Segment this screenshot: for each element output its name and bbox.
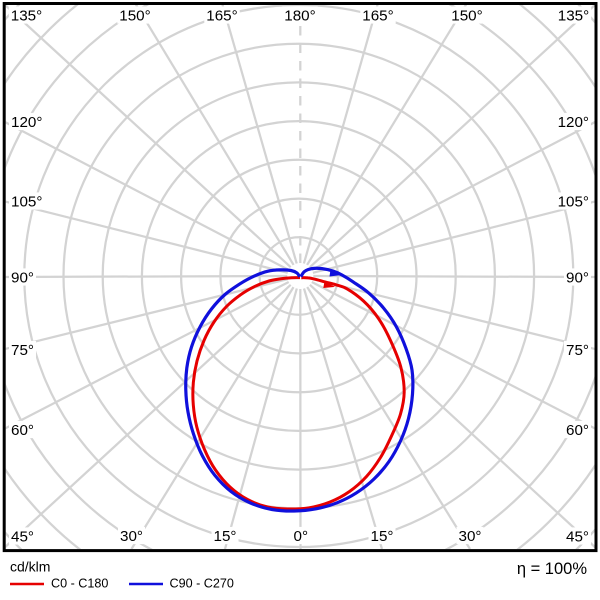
svg-text:45°: 45°	[11, 528, 34, 545]
svg-text:105°: 105°	[558, 193, 589, 210]
svg-text:C0 - C180: C0 - C180	[51, 577, 108, 591]
svg-text:150°: 150°	[451, 7, 482, 24]
svg-text:30°: 30°	[120, 528, 143, 545]
svg-text:45°: 45°	[566, 528, 589, 545]
svg-text:165°: 165°	[206, 7, 237, 24]
svg-text:75°: 75°	[566, 342, 589, 359]
svg-text:180°: 180°	[284, 7, 315, 24]
svg-text:60°: 60°	[566, 422, 589, 439]
svg-text:105°: 105°	[11, 193, 42, 210]
svg-text:120°: 120°	[11, 114, 42, 131]
svg-text:15°: 15°	[214, 528, 237, 545]
svg-text:135°: 135°	[11, 7, 42, 24]
svg-text:60°: 60°	[11, 422, 34, 439]
svg-text:75°: 75°	[11, 342, 34, 359]
svg-text:η = 100%: η = 100%	[517, 560, 588, 578]
svg-text:30°: 30°	[459, 528, 482, 545]
svg-text:90°: 90°	[11, 269, 34, 286]
svg-text:120°: 120°	[558, 114, 589, 131]
svg-text:15°: 15°	[371, 528, 394, 545]
svg-text:cd/klm: cd/klm	[10, 559, 50, 575]
svg-text:0°: 0°	[294, 528, 309, 545]
svg-text:150°: 150°	[119, 7, 150, 24]
svg-text:135°: 135°	[558, 7, 589, 24]
svg-text:90°: 90°	[566, 269, 589, 286]
svg-text:C90 - C270: C90 - C270	[170, 577, 234, 591]
svg-text:165°: 165°	[362, 7, 393, 24]
